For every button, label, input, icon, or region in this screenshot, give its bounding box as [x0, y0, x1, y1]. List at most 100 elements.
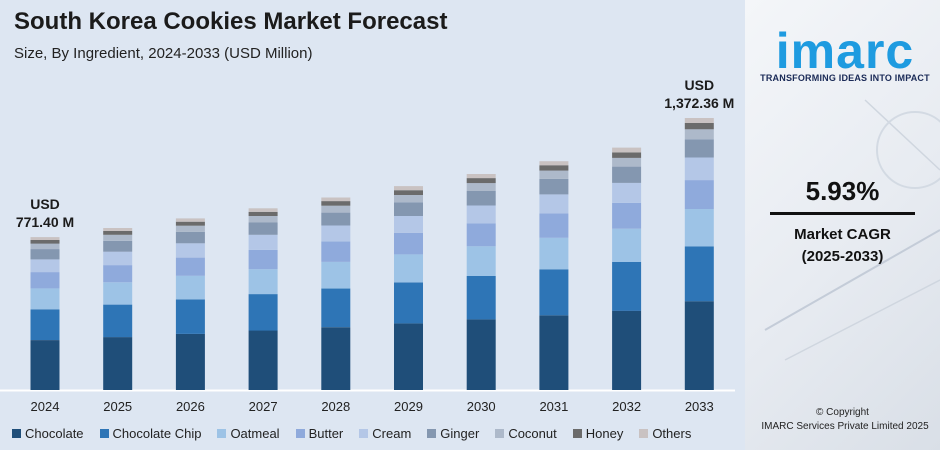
bar-segment: [612, 182, 642, 203]
x-tick-label: 2032: [612, 399, 641, 414]
side-panel-decoration: [764, 99, 940, 361]
legend-label: Oatmeal: [230, 425, 280, 441]
bar-segment: [466, 174, 496, 179]
bar-segment: [684, 180, 714, 209]
legend-swatch: [427, 428, 437, 438]
bar-segment: [175, 225, 205, 232]
x-tick-label: 2025: [103, 399, 132, 414]
legend-item: Honey: [572, 426, 623, 441]
bar-segment: [175, 257, 205, 276]
bar-segment: [684, 209, 714, 247]
bar-segment: [684, 157, 714, 181]
bar-segment: [30, 340, 60, 390]
x-tick-label: 2030: [467, 399, 496, 414]
bar-segment: [394, 216, 423, 233]
bar-segment: [466, 183, 496, 191]
bar-segment: [612, 166, 642, 183]
x-tick-label: 2029: [394, 399, 423, 414]
total-annotation: USD: [30, 196, 60, 212]
bar-segment: [321, 262, 351, 289]
bar-segment: [248, 249, 278, 270]
bar-segment: [321, 327, 351, 390]
bar-segment: [539, 170, 569, 179]
bar-segment: [394, 186, 423, 191]
bar-segment: [539, 165, 569, 171]
bar-segment: [394, 323, 423, 390]
side-panel: [745, 0, 940, 450]
bar-segment: [394, 202, 423, 216]
cagr-value: 5.93%: [805, 176, 880, 206]
bar-segment: [30, 259, 60, 273]
bar-segment: [394, 195, 423, 203]
bar-segment: [539, 161, 569, 166]
bar-segment: [612, 147, 642, 153]
bar-segment: [103, 251, 133, 266]
x-tick-label: 2033: [685, 399, 714, 414]
x-tick-label: 2031: [539, 399, 568, 414]
bar-segment: [539, 178, 569, 195]
x-tick-label: 2026: [176, 399, 205, 414]
legend-item: Butter: [295, 426, 343, 441]
bar-segment: [30, 288, 60, 310]
bar-segment: [248, 234, 278, 250]
legend-item: Chocolate Chip: [99, 425, 202, 441]
cagr-label: Market CAGR: [794, 226, 891, 243]
legend-label: Chocolate: [25, 425, 84, 441]
total-annotation: 771.40 M: [16, 214, 74, 230]
bar-segment: [321, 241, 351, 262]
bar-segment: [684, 118, 714, 123]
bar-segment: [539, 237, 569, 270]
bar-segment: [175, 243, 205, 258]
legend-label: Others: [652, 425, 692, 441]
bar-segment: [103, 240, 133, 252]
bar-segment: [394, 232, 423, 255]
brand-tagline: TRANSFORMING IDEAS INTO IMPACT: [760, 73, 930, 83]
bar-segment: [248, 222, 278, 235]
bar-segment: [394, 190, 423, 195]
bar-segment: [103, 265, 133, 283]
bar-segment: [684, 139, 714, 158]
legend-item: Ginger: [427, 426, 479, 441]
bar-segment: [539, 315, 569, 390]
bar-segment: [103, 282, 133, 305]
bar-segment: [175, 333, 205, 390]
legend-label: Coconut: [508, 425, 557, 441]
bar-segment: [248, 269, 278, 295]
bar-segment: [321, 225, 351, 242]
x-tick-label: 2024: [31, 399, 60, 414]
bar-segment: [612, 262, 642, 311]
bar-segment: [103, 228, 133, 231]
chart-title: South Korea Cookies Market Forecast: [14, 8, 448, 35]
bar-segment: [466, 319, 496, 390]
bar-segment: [612, 228, 642, 262]
legend-item: Oatmeal: [217, 425, 280, 441]
bar-segment: [321, 205, 351, 213]
bar-segment: [248, 216, 278, 223]
cagr-divider: [770, 212, 915, 215]
bar-segment: [684, 301, 714, 390]
bar-segment: [684, 123, 714, 130]
bar-segment: [175, 221, 205, 226]
bar-segment: [30, 249, 60, 260]
x-tick-label: 2027: [249, 399, 278, 414]
legend-swatch: [12, 428, 21, 438]
bar-segment: [248, 330, 278, 390]
bar-segment: [103, 337, 133, 390]
bar-segment: [103, 231, 133, 235]
legend-label: Chocolate Chip: [112, 425, 202, 441]
legend-item: Coconut: [495, 425, 557, 441]
bar-segment: [539, 194, 569, 214]
bar-segment: [684, 246, 714, 302]
bar-segment: [30, 309, 60, 340]
bar-segment: [394, 254, 423, 283]
bar-segment: [466, 205, 496, 224]
bar-segment: [175, 231, 205, 244]
chart-legend: Chocolate Chocolate Chip Oatmeal Butter Crea…: [12, 424, 742, 442]
legend-label: Ginger: [440, 425, 480, 441]
total-annotation: USD: [685, 77, 715, 93]
bar-segment: [321, 201, 351, 206]
bar-segment: [248, 208, 278, 212]
legend-swatch: [99, 428, 109, 438]
bar-segment: [248, 211, 278, 216]
legend-swatch: [359, 428, 369, 438]
